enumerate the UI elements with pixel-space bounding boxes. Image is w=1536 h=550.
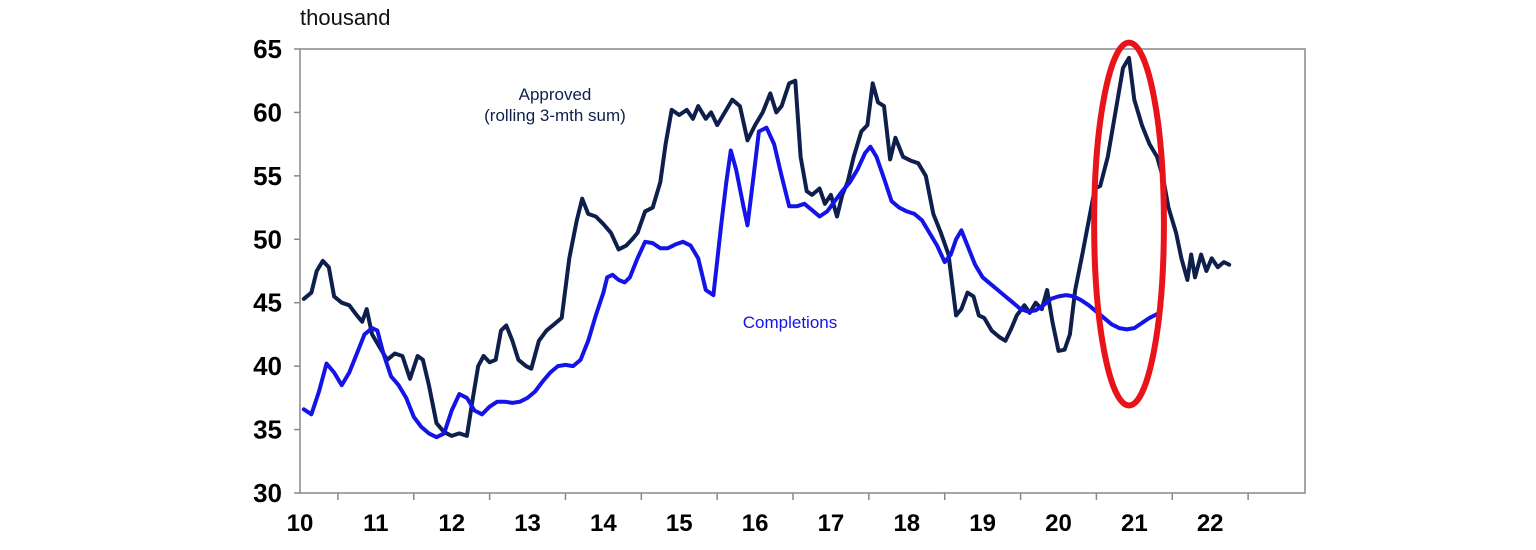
series-line-completions (301, 125, 1160, 440)
y-tick-label: 35 (253, 415, 282, 445)
x-tick-label: 16 (742, 510, 769, 537)
y-tick-label: 65 (253, 34, 282, 64)
series-labels: Approved (rolling 3-mth sum) Completions (484, 85, 837, 332)
x-tick-label: 20 (1045, 510, 1072, 537)
y-tick-label: 50 (253, 224, 282, 254)
plot-frame (299, 48, 1306, 494)
y-tick-label: 55 (253, 161, 282, 191)
x-tick-label: 15 (666, 510, 693, 537)
axes (294, 48, 1306, 500)
x-tick-label: 11 (363, 510, 388, 537)
x-tick-label: 14 (590, 510, 617, 537)
y-axis-unit-label: thousand (300, 5, 391, 30)
series-label-approved: Approved (519, 85, 592, 104)
x-tick-label: 22 (1197, 510, 1224, 537)
x-tick-labels: 10 11 12 13 14 15 16 17 18 19 20 21 22 (287, 510, 1224, 537)
x-tick-label: 10 (287, 510, 314, 537)
highlight-ellipse (1091, 39, 1167, 409)
annotations (1091, 39, 1167, 409)
x-tick-label: 18 (893, 510, 920, 537)
series-lines (301, 55, 1232, 440)
series-label-approved: (rolling 3-mth sum) (484, 106, 626, 125)
x-tick-label: 12 (438, 510, 465, 537)
y-tick-label: 60 (253, 97, 282, 127)
series-label-completions: Completions (743, 313, 838, 332)
x-tick-label: 19 (969, 510, 996, 537)
y-tick-labels: 30 35 40 45 50 55 60 65 (253, 34, 282, 508)
x-tick-label: 17 (818, 510, 845, 537)
x-tick-label: 13 (514, 510, 541, 537)
y-tick-label: 30 (253, 478, 282, 508)
y-tick-label: 45 (253, 288, 282, 318)
y-tick-label: 40 (253, 351, 282, 381)
series-line-approved (301, 55, 1232, 438)
x-tick-label: 21 (1121, 510, 1148, 537)
